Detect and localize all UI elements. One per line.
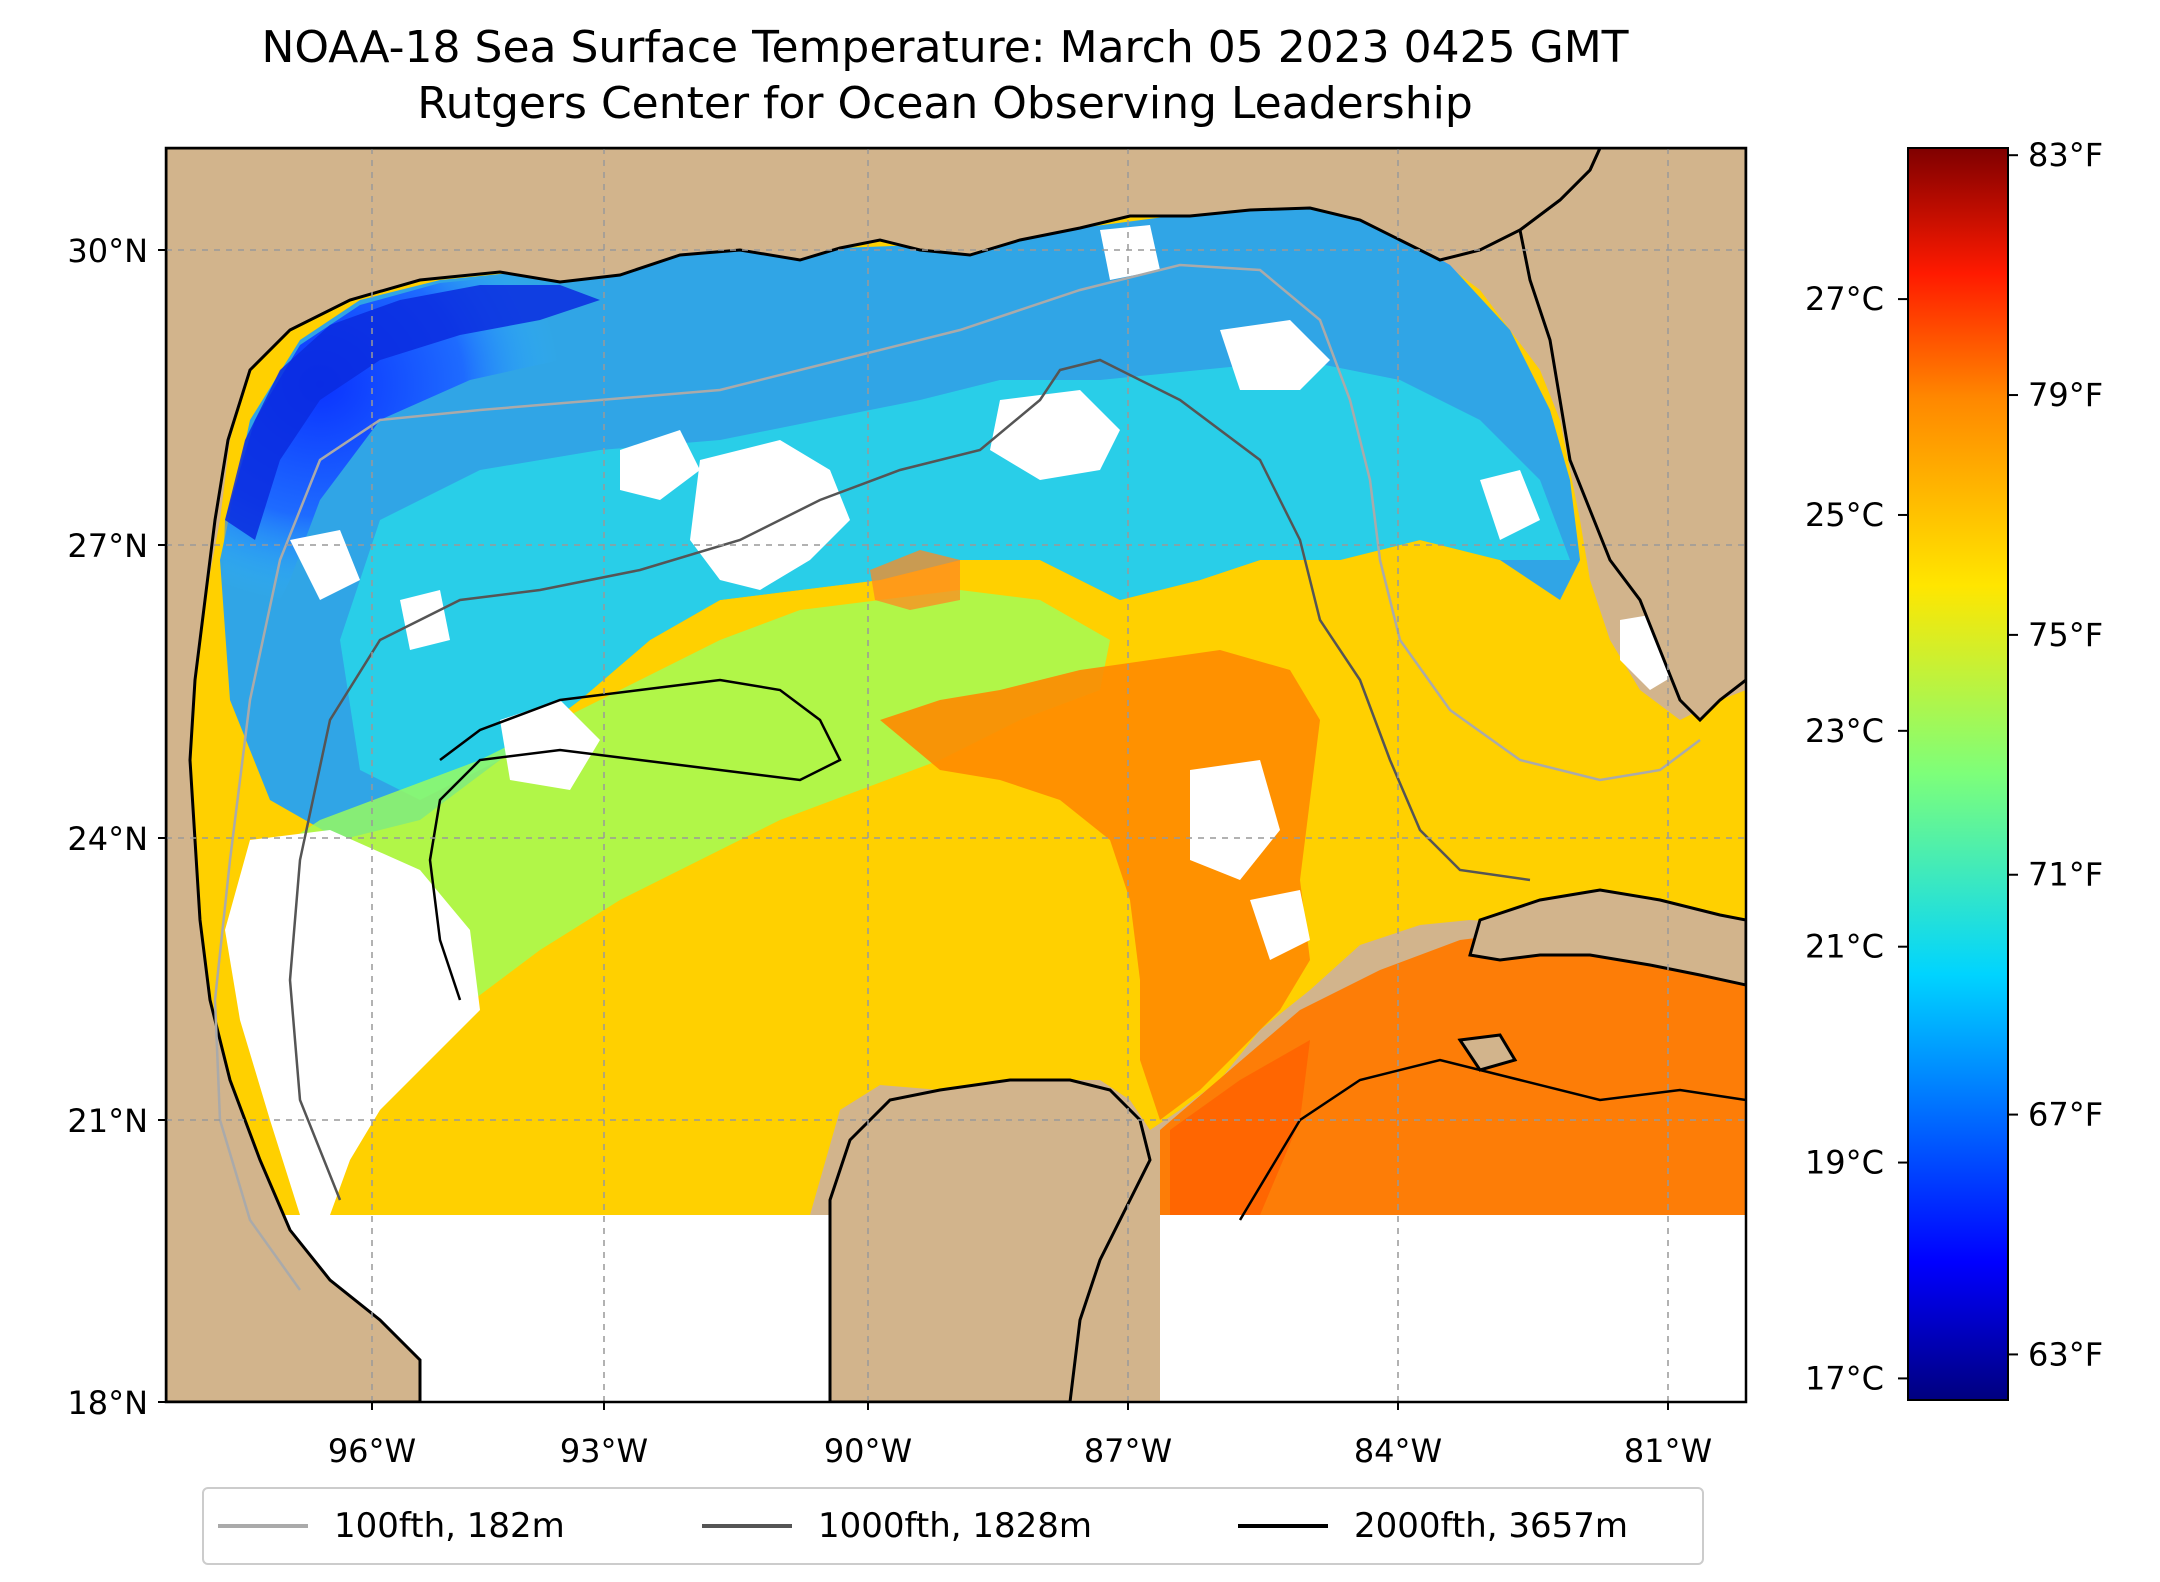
lon-label-84: 84°W xyxy=(1354,1432,1442,1470)
fahrenheit-tick-label: 63°F xyxy=(2028,1335,2103,1373)
legend-label-2000fth: 2000fth, 3657m xyxy=(1354,1506,1629,1546)
lon-label-93: 93°W xyxy=(560,1432,648,1470)
dark-coast-band xyxy=(225,285,600,540)
lat-label-30: 30°N xyxy=(67,232,148,270)
graticule xyxy=(166,148,1746,1402)
lon-axis: 96°W 93°W 90°W 87°W 84°W 81°W xyxy=(328,1402,1712,1470)
map-area xyxy=(166,148,1746,1402)
map-frame xyxy=(164,146,1748,1404)
colorbar-gradient xyxy=(1907,147,2009,1401)
contour-2000fth-south xyxy=(1238,1058,1746,1221)
contour-legend: 100fth, 182m 1000fth, 1828m 2000fth, 365… xyxy=(202,1487,1704,1565)
fahrenheit-tick-label: 75°F xyxy=(2028,616,2103,654)
legend-label-100fth: 100fth, 182m xyxy=(334,1506,565,1546)
isle-of-youth xyxy=(1457,1033,1518,1072)
lat-label-24: 24°N xyxy=(67,820,148,858)
colorbar-celsius-ticks: 27°C 25°C 23°C 21°C 19°C 17°C xyxy=(1805,280,1908,1397)
bathymetry xyxy=(213,263,1746,1291)
map-title: NOAA-18 Sea Surface Temperature: March 0… xyxy=(261,22,1629,73)
contour-100fth xyxy=(213,263,1701,1291)
yucatan xyxy=(828,1078,1152,1402)
celsius-tick-label: 19°C xyxy=(1805,1144,1884,1182)
fahrenheit-tick-label: 67°F xyxy=(2028,1096,2103,1134)
legend-swatch-2000fth xyxy=(1238,1524,1328,1528)
contour-1000fth xyxy=(288,358,1531,1201)
contour-2000fth xyxy=(428,678,842,1001)
warm-caribbean xyxy=(1160,925,1746,1215)
cuba xyxy=(1468,888,1746,987)
warm-spot xyxy=(870,550,960,610)
map-subtitle: Rutgers Center for Ocean Observing Leade… xyxy=(417,78,1473,129)
lat-label-27: 27°N xyxy=(67,527,148,565)
fahrenheit-tick-label: 83°F xyxy=(2028,136,2103,174)
lon-label-96: 96°W xyxy=(328,1432,416,1470)
legend-item-1000fth: 1000fth, 1828m xyxy=(702,1489,1092,1563)
celsius-tick-label: 27°C xyxy=(1805,280,1884,318)
legend-swatch-1000fth xyxy=(702,1524,792,1528)
landmasses xyxy=(828,148,1746,1402)
warm-yucatan-channel xyxy=(1170,1040,1310,1215)
celsius-tick-label: 23°C xyxy=(1805,712,1884,750)
colorbar-fahrenheit-ticks: 83°F 79°F 75°F 71°F 67°F 63°F xyxy=(2008,136,2103,1373)
fahrenheit-tick-label: 79°F xyxy=(2028,376,2103,414)
lon-label-87: 87°W xyxy=(1084,1432,1172,1470)
celsius-tick-label: 21°C xyxy=(1805,928,1884,966)
legend-swatch-100fth xyxy=(218,1524,308,1528)
us-gulf-coast xyxy=(166,148,1602,1402)
fahrenheit-tick-label: 71°F xyxy=(2028,856,2103,894)
lon-label-81: 81°W xyxy=(1624,1432,1712,1470)
celsius-tick-label: 17°C xyxy=(1805,1359,1884,1397)
colorbar: 27°C 25°C 23°C 21°C 19°C 17°C 83°F 79°F 75°F 71°… xyxy=(1805,136,2103,1401)
lat-axis: 30°N 27°N 24°N 21°N 18°N xyxy=(67,232,166,1422)
lat-label-21: 21°N xyxy=(67,1102,148,1140)
celsius-tick-label: 25°C xyxy=(1805,496,1884,534)
legend-label-1000fth: 1000fth, 1828m xyxy=(818,1506,1093,1546)
legend-item-100fth: 100fth, 182m xyxy=(218,1489,565,1563)
legend-item-2000fth: 2000fth, 3657m xyxy=(1238,1489,1628,1563)
lat-label-18: 18°N xyxy=(67,1384,148,1422)
lon-label-90: 90°W xyxy=(824,1432,912,1470)
